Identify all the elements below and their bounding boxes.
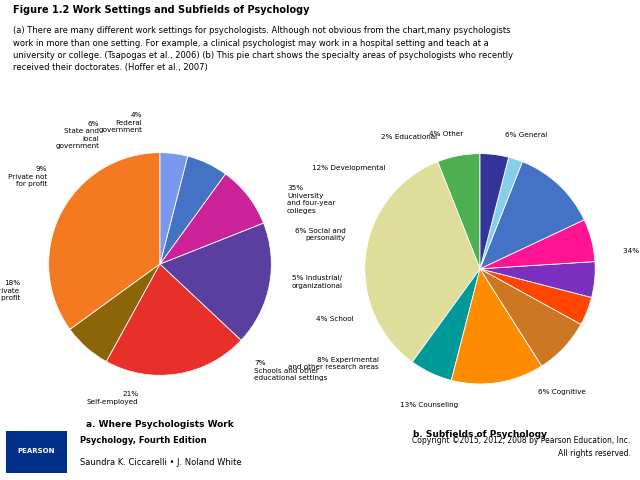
Text: 18%
Private
for profit: 18% Private for profit [0,280,20,301]
Wedge shape [106,264,241,375]
Text: PEARSON: PEARSON [18,448,55,454]
Wedge shape [480,269,591,324]
Text: 12% Developmental: 12% Developmental [312,165,385,171]
Wedge shape [160,174,264,264]
Text: a. Where Psychologists Work: a. Where Psychologists Work [86,420,234,429]
Wedge shape [160,153,188,264]
Text: 35%
University
and four-year
colleges: 35% University and four-year colleges [287,185,335,214]
Text: Figure 1.2 Work Settings and Subfields of Psychology: Figure 1.2 Work Settings and Subfields o… [13,5,309,15]
Text: b. Subfields of Psychology: b. Subfields of Psychology [413,430,547,439]
Text: (a) There are many different work settings for psychologists. Although not obvio: (a) There are many different work settin… [13,26,513,72]
Wedge shape [480,269,581,366]
Text: 7%
Schools and other
educational settings: 7% Schools and other educational setting… [254,360,328,382]
Text: 4%
Federal
government: 4% Federal government [98,112,142,133]
Wedge shape [451,269,541,384]
Wedge shape [49,153,160,329]
Text: 13% Counseling: 13% Counseling [400,402,458,408]
Wedge shape [480,157,522,269]
Text: 6%
State and
local
government: 6% State and local government [55,121,99,149]
Text: Saundra K. Ciccarelli • J. Noland White: Saundra K. Ciccarelli • J. Noland White [80,458,242,467]
Wedge shape [160,223,271,340]
Wedge shape [70,264,160,361]
Wedge shape [480,154,509,269]
Text: 5% Industrial/
organizational: 5% Industrial/ organizational [291,275,342,288]
Text: 4% Other: 4% Other [429,131,463,137]
Bar [6,432,67,473]
Text: 8% Experimental
and other research areas: 8% Experimental and other research areas [289,357,380,370]
Text: 2% Educational: 2% Educational [381,134,437,140]
Text: 6% Social and
personality: 6% Social and personality [295,228,346,241]
Text: 6% General: 6% General [506,132,548,138]
Text: 21%
Self-employed: 21% Self-employed [87,391,139,405]
Wedge shape [365,162,480,362]
Wedge shape [438,154,480,269]
Text: Psychology, Fourth Edition: Psychology, Fourth Edition [80,436,207,445]
Wedge shape [160,156,225,264]
Text: 6% Cognitive: 6% Cognitive [538,389,586,395]
Wedge shape [480,220,595,269]
Text: 4% School: 4% School [316,316,354,322]
Text: Copyright ©2015, 2012, 2008 by Pearson Education, Inc.
All rights reserved.: Copyright ©2015, 2012, 2008 by Pearson E… [412,436,630,458]
Wedge shape [480,262,595,298]
Text: 9%
Private not
for profit: 9% Private not for profit [8,166,47,187]
Wedge shape [480,162,584,269]
Wedge shape [412,269,480,380]
Text: 34% Clinical: 34% Clinical [623,248,640,254]
